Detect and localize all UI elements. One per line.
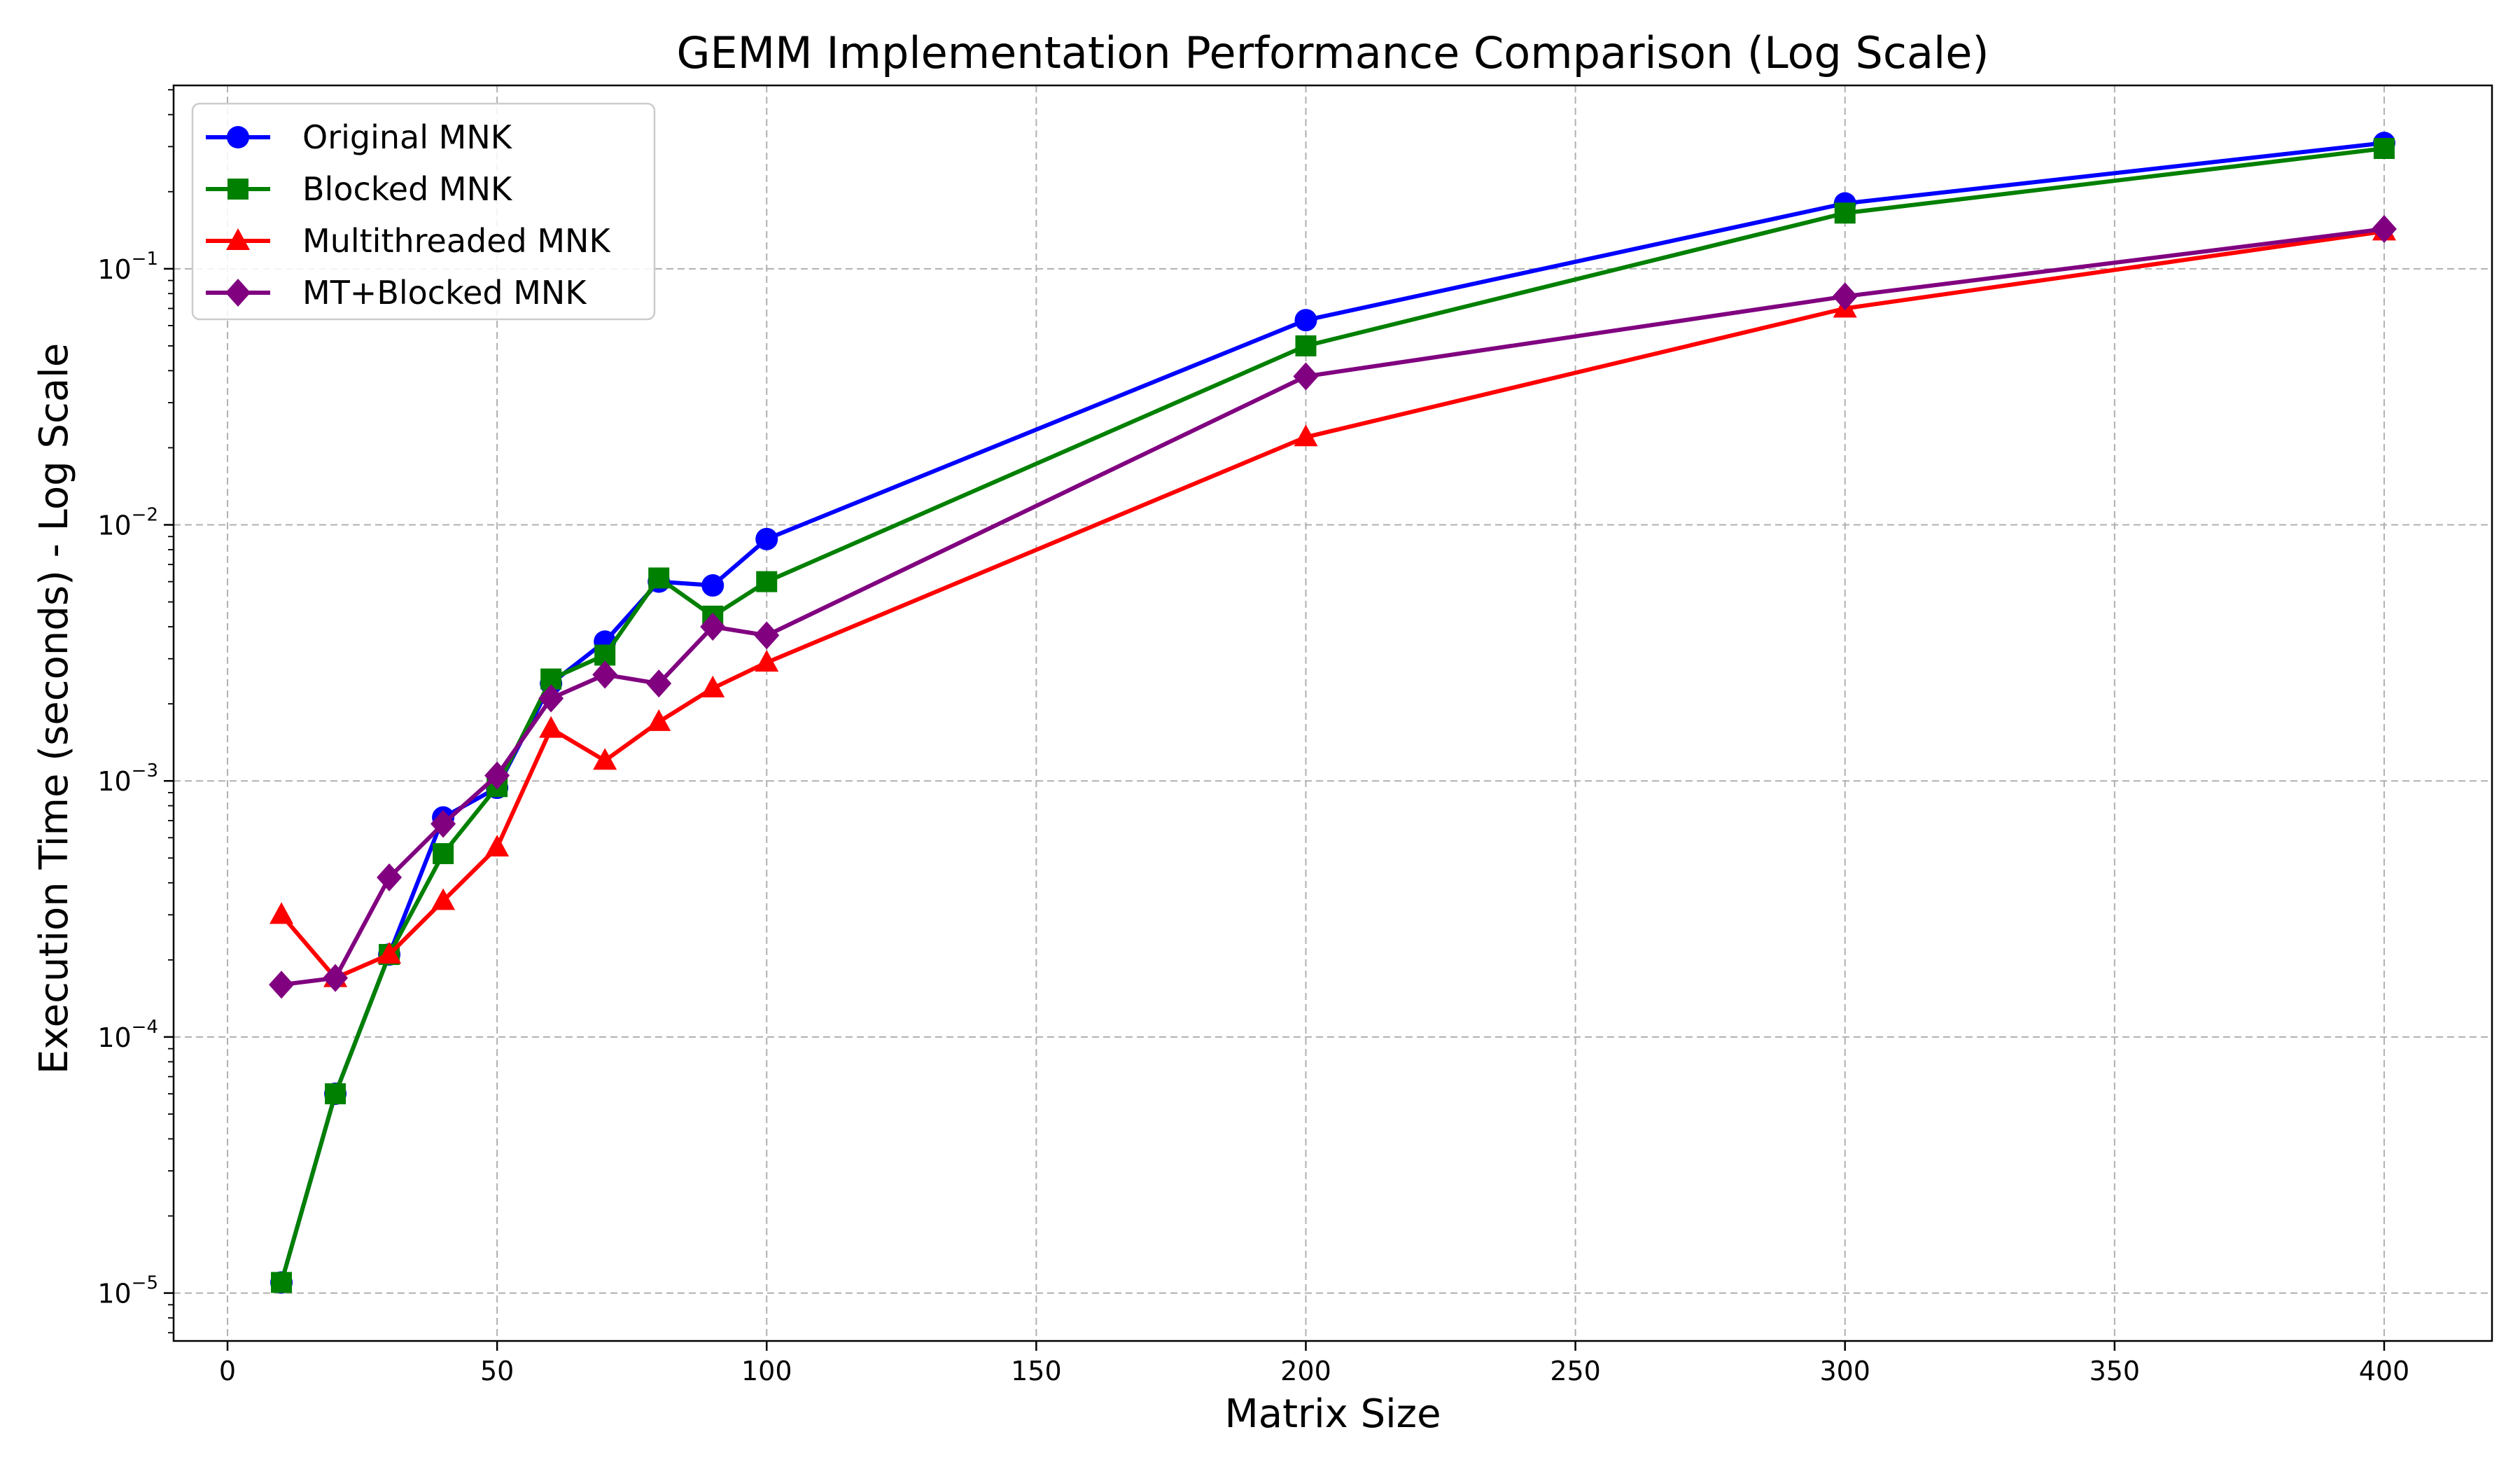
data-point [430, 809, 456, 838]
y-tick-exponent: −4 [132, 1017, 158, 1038]
data-point [377, 863, 402, 891]
data-point [484, 761, 510, 790]
y-tick-label: 10−5 [97, 1273, 158, 1309]
x-tick-label: 250 [1550, 1356, 1601, 1386]
data-point [271, 1272, 293, 1293]
data-point [1832, 282, 1858, 311]
data-point [646, 669, 672, 698]
tick-layer: 0 50 100 150 200 250 300 350 40010−510−410−310−2… [97, 89, 2410, 1386]
legend-entry: MT+Blocked MNK [206, 274, 587, 312]
legend-entries: Original MNK Blocked MNK Multithreaded MNK… [206, 118, 611, 312]
legend-marker [227, 126, 249, 148]
data-point [648, 567, 670, 589]
grid-layer [174, 85, 2492, 1341]
data-point [755, 527, 778, 550]
data-point [1834, 202, 1856, 224]
data-point [377, 942, 402, 964]
y-tick-base: 10 [97, 1279, 131, 1309]
legend-frame [191, 102, 656, 321]
legend-entry: Blocked MNK [206, 170, 513, 208]
y-tick-base: 10 [97, 254, 131, 285]
x-tick-label: 350 [2090, 1356, 2141, 1386]
data-point [754, 621, 780, 650]
y-tick-label: 10−1 [97, 249, 158, 285]
y-tick-base: 10 [97, 766, 131, 797]
data-point [1293, 362, 1319, 391]
series-mt-blocked-mnk [269, 215, 2397, 999]
data-point [1294, 424, 1318, 447]
legend-entry: Original MNK [206, 118, 513, 156]
y-tick-exponent: −2 [132, 505, 158, 526]
y-tick-label: 10−3 [97, 760, 158, 797]
data-point [756, 571, 778, 592]
series-layer [269, 132, 2397, 1294]
y-tick-exponent: −1 [132, 249, 158, 270]
y-tick-base: 10 [97, 510, 131, 541]
x-tick-label: 300 [1819, 1356, 1870, 1386]
x-tick-label: 100 [741, 1356, 792, 1386]
data-point [539, 716, 564, 738]
data-point [700, 613, 726, 641]
data-point [755, 650, 779, 672]
legend-entry: Multithreaded MNK [206, 222, 611, 260]
legend-label: Multithreaded MNK [302, 222, 611, 260]
data-point [270, 902, 294, 924]
data-point [269, 971, 295, 999]
data-point [323, 964, 349, 992]
legend-label: MT+Blocked MNK [302, 274, 587, 312]
chart-title: GEMM Implementation Performance Comparis… [676, 27, 1989, 78]
y-tick-base: 10 [97, 1022, 131, 1053]
legend-marker [225, 279, 251, 307]
x-tick-label: 0 [219, 1356, 236, 1386]
data-point [431, 888, 456, 910]
plot-frame [172, 84, 2493, 1342]
y-tick-exponent: −3 [132, 760, 158, 781]
x-tick-label: 150 [1011, 1356, 1062, 1386]
x-tick-label: 400 [2359, 1356, 2410, 1386]
x-tick-label: 200 [1280, 1356, 1331, 1386]
data-point [433, 843, 454, 865]
data-point [701, 675, 725, 697]
y-tick-label: 10−4 [97, 1017, 158, 1053]
y-axis-label: Execution Time (seconds) - Log Scale [31, 343, 77, 1074]
legend-marker [227, 179, 248, 200]
legend-label: Original MNK [302, 118, 513, 156]
x-axis-label: Matrix Size [1224, 1391, 1441, 1437]
data-point [2371, 215, 2397, 244]
y-tick-exponent: −5 [132, 1273, 158, 1294]
data-point [592, 660, 618, 689]
data-point [538, 684, 564, 713]
legend-label: Blocked MNK [302, 170, 513, 208]
data-point [1295, 335, 1317, 356]
data-point [701, 574, 724, 597]
data-point [593, 748, 617, 770]
data-point [325, 1083, 346, 1105]
legend-marker [226, 228, 250, 250]
data-point [2373, 138, 2395, 160]
data-point [647, 709, 671, 731]
legend: Original MNK Blocked MNK Multithreaded MNK… [191, 102, 656, 321]
x-tick-label: 50 [480, 1356, 514, 1386]
data-point [485, 835, 510, 857]
y-tick-label: 10−2 [97, 505, 158, 541]
data-point [1294, 309, 1317, 332]
